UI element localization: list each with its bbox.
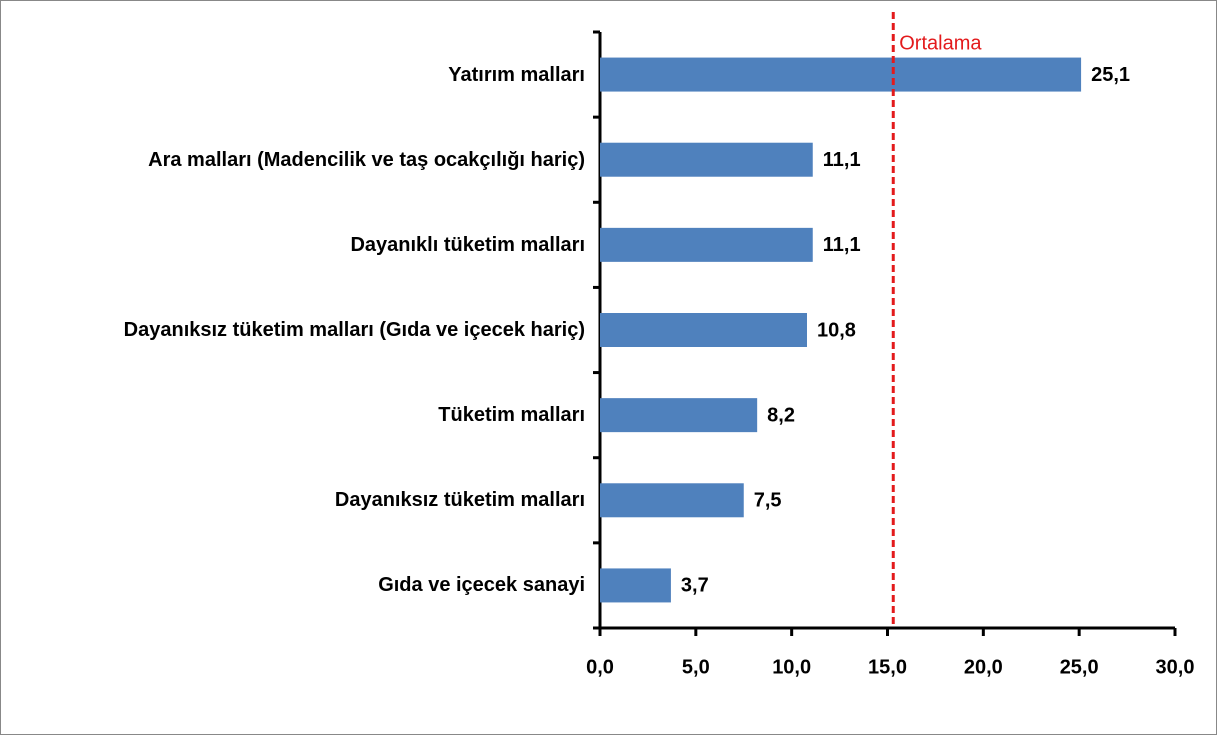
y-tick-label: Dayanıksız tüketim malları (Gıda ve içec… — [123, 319, 585, 341]
data-label: 10,8 — [817, 319, 856, 341]
data-label: 11,1 — [823, 234, 861, 256]
y-tick-label: Ara malları (Madencilik ve taş ocakçılığ… — [148, 148, 585, 171]
bar — [600, 227, 813, 262]
bar — [600, 483, 744, 518]
category-label-box: Dayanıksız tüketim malları — [335, 460, 585, 540]
x-tick-label: 20,0 — [964, 656, 1003, 678]
x-tick-label: 0,0 — [586, 656, 614, 678]
reference-label: Ortalama — [899, 32, 982, 54]
category-label-box: Tüketim malları — [438, 375, 585, 455]
y-tick-label: Tüketim malları — [438, 404, 585, 427]
category-label-box: Ara malları (Madencilik ve taş ocakçılığ… — [148, 120, 585, 200]
bar — [600, 398, 758, 433]
x-tick-label: 25,0 — [1060, 656, 1099, 678]
x-tick-label: 30,0 — [1156, 656, 1195, 678]
x-tick-label: 15,0 — [868, 656, 907, 678]
bar — [600, 313, 807, 347]
bar — [600, 57, 1082, 92]
data-label: 7,5 — [754, 490, 782, 512]
x-tick-label: 10,0 — [772, 656, 811, 678]
bar — [600, 568, 671, 603]
x-tick-label: 5,0 — [682, 656, 710, 678]
data-label: 3,7 — [681, 575, 709, 597]
y-tick-label: Gıda ve içecek sanayi — [378, 574, 585, 597]
data-label: 25,1 — [1091, 64, 1130, 86]
category-label-box: Yatırım malları — [448, 35, 585, 115]
y-tick-label: Yatırım malları — [448, 63, 585, 86]
category-label-box: Gıda ve içecek sanayi — [378, 545, 585, 625]
category-label-box: Dayanıklı tüketim malları — [350, 205, 585, 285]
bar — [600, 142, 813, 177]
data-label: 8,2 — [767, 404, 795, 426]
y-tick-label: Dayanıksız tüketim malları — [334, 489, 585, 512]
data-label: 11,1 — [823, 149, 861, 171]
y-tick-label: Dayanıklı tüketim malları — [350, 233, 585, 256]
category-label-box: Dayanıksız tüketim malları (Gıda ve içec… — [124, 290, 585, 370]
